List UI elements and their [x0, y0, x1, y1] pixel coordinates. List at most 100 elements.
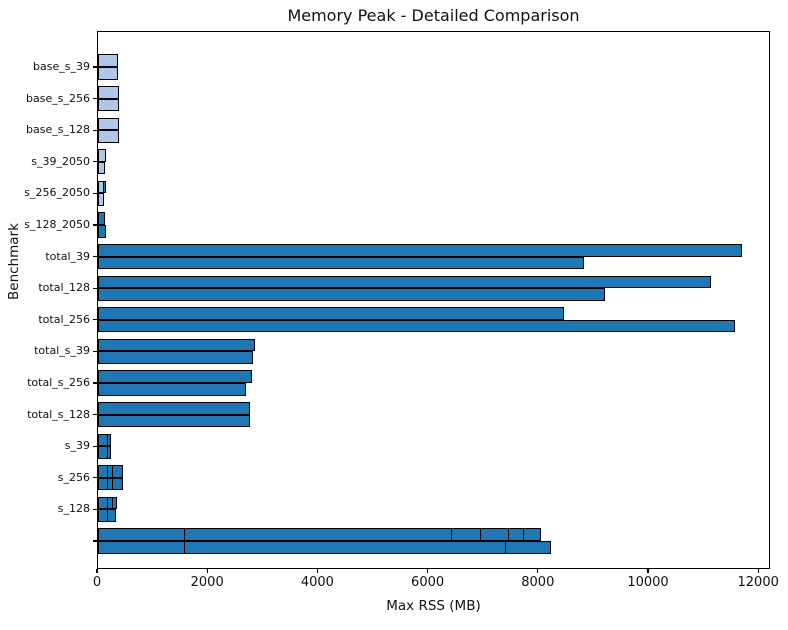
bar-segment — [98, 225, 107, 238]
bar-segment — [450, 528, 481, 541]
y-tick-label: total_s_128 — [27, 407, 90, 421]
bar-segment — [98, 256, 584, 270]
bar-segment — [111, 496, 117, 510]
bar-total_39-top — [98, 244, 743, 257]
bar-segment — [98, 86, 119, 99]
bar-segment — [98, 383, 247, 396]
plot-area — [97, 31, 770, 569]
bar-base_s_39-top — [98, 54, 118, 67]
bar-segment — [184, 528, 452, 541]
bar-s_128-bottom — [98, 509, 116, 522]
bar-s_39_2050-top — [98, 149, 106, 162]
bar-segment — [98, 244, 743, 257]
bar-s_39-bottom — [98, 446, 112, 459]
bar-segment — [111, 477, 124, 491]
bar-total_256-top — [98, 307, 565, 320]
x-tick-label: 8000 — [521, 575, 555, 590]
x-tick-mark — [537, 569, 539, 573]
bar-total_s_39-top — [98, 338, 255, 352]
y-tick-mark — [93, 445, 97, 447]
bar-segment — [107, 433, 112, 447]
y-tick-label: total_39 — [45, 249, 90, 263]
bar-segment — [523, 528, 542, 541]
y-tick-mark — [93, 256, 97, 258]
bar-total_128-bottom — [98, 288, 605, 301]
bar-base_s_256-top — [98, 86, 119, 99]
bar-base_s_128-bottom — [98, 130, 119, 143]
x-tick-label: 4000 — [300, 575, 334, 590]
bar-segment — [98, 130, 119, 143]
bar-segment — [98, 528, 186, 541]
y-tick-mark — [93, 382, 97, 384]
y-tick-mark — [93, 540, 97, 542]
bar-segment — [98, 402, 251, 415]
bar-s_39_2050-bottom — [98, 161, 106, 175]
chart-title: Memory Peak - Detailed Comparison — [287, 6, 580, 25]
bar-s_128-top — [98, 496, 117, 510]
bar-segment — [98, 288, 605, 301]
y-tick-mark — [93, 161, 97, 163]
bar-segment — [479, 528, 510, 541]
bar-segment — [507, 528, 525, 541]
bar-segment — [98, 414, 251, 428]
x-tick-mark — [427, 569, 429, 573]
bar-total_s_128-bottom — [98, 414, 251, 428]
y-tick-mark — [93, 477, 97, 479]
y-tick-label: base_s_39 — [33, 60, 90, 73]
y-tick-mark — [93, 319, 97, 321]
bar-total_s_256-top — [98, 370, 252, 383]
bar-base_s_128-top — [98, 117, 119, 131]
bar-segment — [98, 67, 118, 80]
bar-segment — [98, 541, 186, 554]
y-tick-label: s_128 — [57, 502, 90, 516]
bar-unlabeled-bottom — [98, 541, 552, 554]
bar-segment — [98, 117, 119, 131]
y-tick-label: total_256 — [38, 312, 90, 326]
x-tick-mark — [316, 569, 318, 573]
y-tick-label: total_s_256 — [27, 376, 90, 389]
bar-total_s_128-top — [98, 402, 251, 415]
bar-s_128_2050-bottom — [98, 225, 107, 238]
bar-s_256-bottom — [98, 477, 124, 491]
bar-unlabeled-top — [98, 528, 542, 541]
y-tick-label: total_128 — [38, 281, 90, 295]
bar-segment — [98, 275, 712, 289]
bar-segment — [107, 446, 112, 459]
y-tick-mark — [93, 98, 97, 100]
bar-segment — [98, 161, 106, 175]
bar-segment — [98, 212, 106, 225]
y-tick-label: total_s_39 — [34, 344, 90, 358]
x-tick-label: 0 — [92, 575, 102, 590]
y-tick-mark — [93, 129, 97, 131]
bar-s_256_2050-bottom — [98, 193, 105, 206]
y-tick-mark — [93, 508, 97, 510]
y-tick-label: s_256 — [57, 470, 90, 484]
bar-total_s_256-bottom — [98, 383, 247, 396]
bar-segment — [505, 541, 552, 554]
y-tick-label: s_128_2050 — [24, 218, 90, 231]
x-tick-mark — [96, 569, 98, 573]
bar-s_256-top — [98, 465, 124, 478]
bar-base_s_39-bottom — [98, 67, 118, 80]
bar-s_39-top — [98, 433, 112, 447]
y-tick-label: s_256_2050 — [24, 186, 90, 200]
bar-segment — [98, 351, 254, 364]
y-tick-mark — [93, 192, 97, 194]
x-tick-label: 10000 — [627, 575, 669, 590]
bar-segment — [98, 193, 105, 206]
bar-segment — [103, 180, 106, 194]
bar-segment — [98, 98, 119, 112]
bar-s_128_2050-top — [98, 212, 106, 225]
bar-total_39-bottom — [98, 256, 584, 270]
bar-base_s_256-bottom — [98, 98, 119, 112]
bar-segment — [98, 54, 118, 67]
x-axis-label: Max RSS (MB) — [386, 598, 481, 614]
bar-segment — [98, 307, 565, 320]
bar-segment — [98, 370, 252, 383]
bar-segment — [98, 149, 106, 162]
y-tick-mark — [93, 287, 97, 289]
bar-segment — [111, 465, 124, 478]
y-tick-mark — [93, 350, 97, 352]
y-tick-label: base_s_128 — [26, 123, 90, 137]
